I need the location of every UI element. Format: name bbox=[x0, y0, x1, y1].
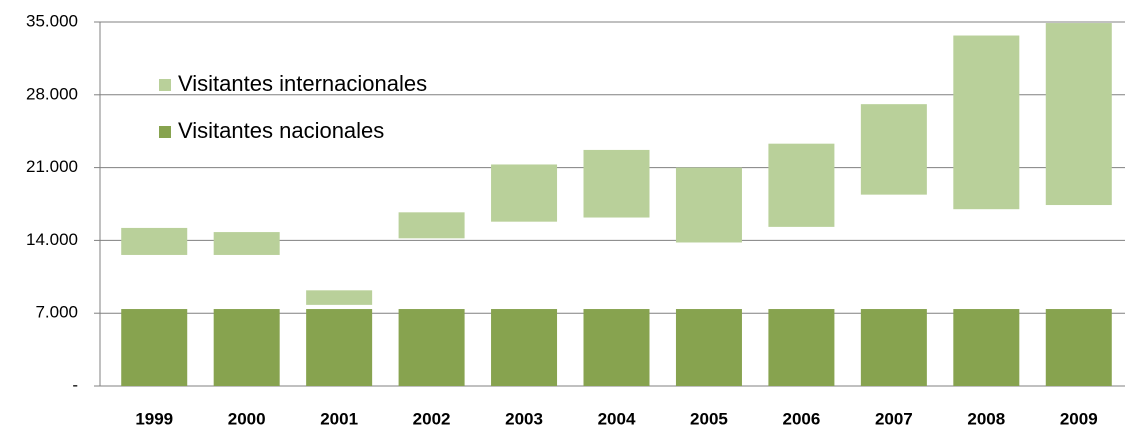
legend-swatch bbox=[159, 79, 171, 91]
bar bbox=[398, 309, 465, 386]
x-tick-label: 2001 bbox=[320, 409, 358, 428]
y-tick-label: 14.000 bbox=[26, 230, 78, 249]
x-tick-label: 2002 bbox=[413, 409, 451, 428]
bar bbox=[953, 309, 1020, 386]
bar bbox=[306, 290, 373, 305]
y-tick-label: 28.000 bbox=[26, 84, 78, 103]
x-tick-label: 2000 bbox=[228, 409, 266, 428]
y-tick-label: 7.000 bbox=[35, 303, 78, 322]
bar bbox=[491, 309, 558, 386]
bar bbox=[583, 149, 650, 218]
bar bbox=[306, 309, 373, 386]
x-tick-label: 2009 bbox=[1060, 409, 1098, 428]
bar bbox=[953, 35, 1020, 210]
y-tick-label: - bbox=[72, 375, 78, 394]
bar bbox=[583, 309, 650, 386]
x-tick-label: 2006 bbox=[782, 409, 820, 428]
bar bbox=[398, 212, 465, 239]
bar bbox=[768, 309, 835, 386]
bar bbox=[675, 309, 742, 386]
legend-swatch bbox=[159, 126, 171, 138]
bar bbox=[121, 309, 188, 386]
legend-label: Visitantes nacionales bbox=[178, 118, 384, 143]
bar bbox=[675, 167, 742, 243]
bar bbox=[213, 232, 280, 255]
bar bbox=[860, 104, 927, 195]
x-tick-label: 2007 bbox=[875, 409, 913, 428]
legend-label: Visitantes internacionales bbox=[178, 71, 427, 96]
y-tick-label: 35.000 bbox=[26, 11, 78, 30]
x-tick-label: 2004 bbox=[598, 409, 636, 428]
bar bbox=[213, 309, 280, 386]
x-tick-label: 2008 bbox=[967, 409, 1005, 428]
x-tick-label: 1999 bbox=[135, 409, 173, 428]
bar bbox=[121, 227, 188, 255]
bar bbox=[860, 309, 927, 386]
x-tick-label: 2003 bbox=[505, 409, 543, 428]
x-tick-label: 2005 bbox=[690, 409, 728, 428]
y-tick-label: 21.000 bbox=[26, 157, 78, 176]
bar bbox=[491, 164, 558, 222]
bar bbox=[768, 143, 835, 227]
bar bbox=[1045, 23, 1112, 206]
bar bbox=[1045, 309, 1112, 386]
